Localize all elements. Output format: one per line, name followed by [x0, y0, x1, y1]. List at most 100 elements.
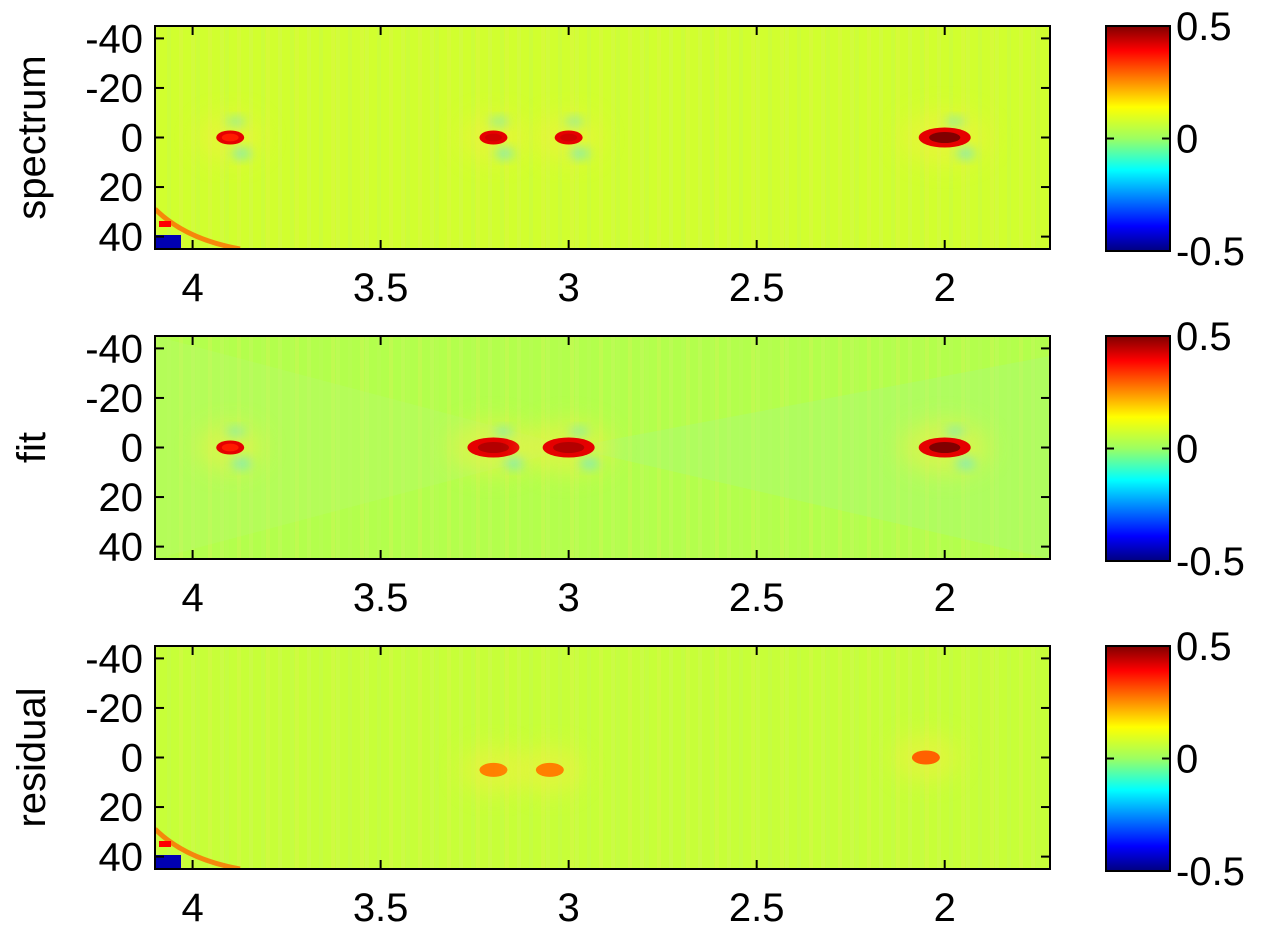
feature-sidelobe — [569, 426, 590, 437]
texture-stripe — [821, 336, 825, 559]
x-tick-label: 3 — [558, 576, 580, 620]
texture-stripe — [780, 646, 784, 869]
texture-stripe — [669, 336, 673, 559]
texture-stripe — [1036, 336, 1040, 559]
texture-stripe — [406, 336, 410, 559]
texture-stripe — [850, 26, 854, 249]
texture-stripe — [447, 646, 451, 869]
texture-stripe — [365, 26, 369, 249]
texture-stripe — [797, 646, 801, 869]
texture-stripe — [710, 26, 714, 249]
texture-stripe — [990, 336, 994, 559]
texture-stripe — [418, 646, 422, 869]
texture-stripe — [435, 26, 439, 249]
feature-sidelobe — [494, 147, 515, 160]
heatmap — [155, 646, 1050, 869]
texture-stripe — [797, 336, 801, 559]
x-tick-label: 2 — [934, 576, 956, 620]
texture-stripe — [715, 336, 719, 559]
texture-stripe — [751, 336, 755, 559]
texture-stripe — [360, 646, 364, 869]
feature-sidelobe — [564, 116, 585, 127]
texture-stripe — [855, 336, 859, 559]
feature-sidelobe — [955, 147, 976, 160]
colorbar-tick-label: 0.5 — [1176, 625, 1232, 669]
texture-stripe — [360, 26, 364, 249]
texture-stripe — [628, 646, 632, 869]
texture-stripe — [995, 26, 999, 249]
colorbar-tick-label: 0 — [1176, 738, 1198, 782]
texture-stripe — [295, 646, 299, 869]
feature-sidelobe — [945, 116, 966, 127]
texture-stripe — [669, 646, 673, 869]
y-tick-label: 0 — [121, 737, 143, 781]
texture-stripe — [220, 646, 224, 869]
texture-stripe — [710, 646, 714, 869]
panel-3: -40 -20 0 20 40 4 3.5 3 2.5 2 residual 0.5 0 -0.5 — [10, 625, 1245, 930]
y-axis-label: residual — [10, 687, 54, 827]
texture-stripe — [686, 26, 690, 249]
colorbar-tick-label: 0 — [1176, 118, 1198, 162]
texture-stripe — [727, 646, 731, 869]
feature-sidelobe — [225, 426, 246, 437]
feature-core — [221, 443, 239, 452]
texture-stripe — [587, 646, 591, 869]
texture-stripe — [739, 646, 743, 869]
texture-stripe — [698, 26, 702, 249]
texture-stripe — [435, 336, 439, 559]
texture-stripe — [821, 646, 825, 869]
texture-stripe — [365, 646, 369, 869]
texture-stripe — [1031, 646, 1035, 869]
feature-sidelobe — [231, 147, 252, 160]
texture-stripe — [348, 26, 352, 249]
feature-core — [929, 132, 961, 143]
texture-stripe — [290, 646, 294, 869]
feature-core — [929, 442, 961, 453]
texture-stripe — [191, 646, 195, 869]
y-axis-label: spectrum — [10, 55, 54, 220]
texture-stripe — [389, 26, 393, 249]
texture-stripe — [459, 646, 463, 869]
texture-stripe — [657, 336, 661, 559]
colorbar — [1106, 646, 1170, 871]
texture-stripe — [867, 336, 871, 559]
texture-stripe — [389, 646, 393, 869]
texture-stripe — [616, 336, 620, 559]
texture-stripe — [377, 646, 381, 869]
texture-stripe — [727, 26, 731, 249]
texture-stripe — [756, 26, 760, 249]
texture-stripe — [645, 336, 649, 559]
texture-stripe — [377, 26, 381, 249]
x-tick-label: 4 — [181, 886, 203, 930]
texture-stripe — [616, 646, 620, 869]
texture-stripe — [628, 26, 632, 249]
texture-stripe — [406, 646, 410, 869]
texture-stripe — [715, 646, 719, 869]
texture-stripe — [640, 26, 644, 249]
texture-stripe — [686, 646, 690, 869]
texture-stripe — [365, 336, 369, 559]
texture-stripe — [249, 646, 253, 869]
texture-stripe — [838, 646, 842, 869]
texture-stripe — [785, 646, 789, 869]
texture-stripe — [797, 26, 801, 249]
texture-stripe — [698, 336, 702, 559]
feature-sidelobe — [231, 457, 252, 470]
texture-stripe — [809, 26, 813, 249]
colorbar-tick-label: 0 — [1176, 428, 1198, 472]
texture-stripe — [826, 646, 830, 869]
x-tick-label: 2.5 — [729, 886, 785, 930]
texture-stripe — [879, 26, 883, 249]
texture-stripe — [616, 26, 620, 249]
texture-stripe — [319, 26, 323, 249]
colorbar-tick-label: 0.5 — [1176, 5, 1232, 49]
x-tick-label: 2.5 — [729, 266, 785, 310]
texture-stripe — [681, 336, 685, 559]
texture-stripe — [459, 26, 463, 249]
corner-artifact-arc — [155, 207, 241, 249]
texture-stripe — [669, 26, 673, 249]
texture-stripe — [575, 646, 579, 869]
texture-stripe — [319, 646, 323, 869]
colorbar-tick-label: -0.5 — [1176, 540, 1245, 584]
texture-stripe — [780, 26, 784, 249]
